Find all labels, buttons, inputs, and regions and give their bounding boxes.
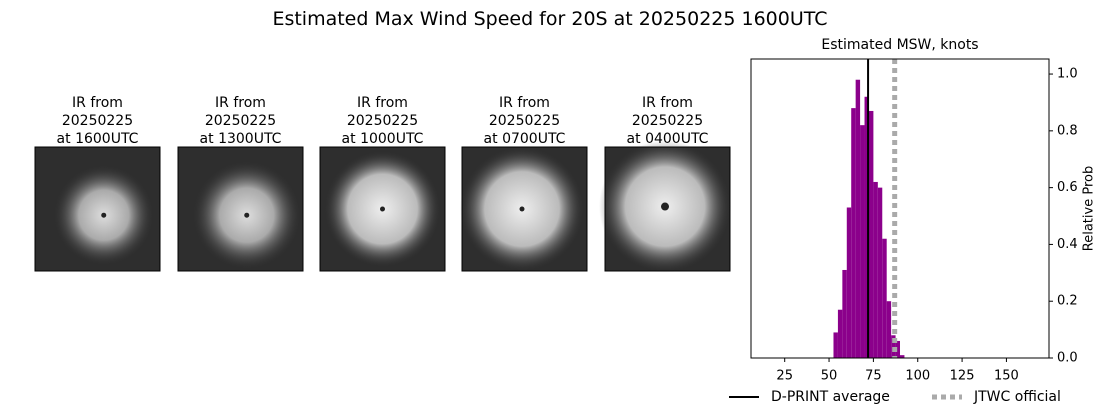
panel-title: IR from [215, 95, 266, 111]
chart-title: Estimated MSW, knots [821, 37, 978, 53]
ir-eye [519, 206, 525, 212]
ir-eye [244, 212, 250, 218]
bar [882, 238, 887, 358]
ir-eye [101, 212, 107, 218]
x-tick-label: 50 [821, 369, 838, 384]
bar [833, 332, 838, 358]
bar [837, 309, 843, 358]
bar [877, 187, 883, 358]
x-tick-label: 125 [950, 369, 975, 384]
y-tick-label: 0.4 [1057, 237, 1078, 252]
x-tick-label: 75 [865, 369, 882, 384]
panel-title: at 0700UTC [484, 131, 566, 147]
ir-image-frame [34, 146, 161, 272]
panel-title: at 1600UTC [57, 131, 139, 147]
x-tick-label: 25 [776, 369, 793, 384]
panel-title: IR from [357, 95, 408, 111]
panel-title: at 1300UTC [200, 131, 282, 147]
panel-title: 20250225 [347, 113, 418, 129]
bar [864, 96, 869, 358]
legend-label: JTWC official [973, 389, 1061, 405]
bar [868, 110, 874, 359]
panel-title: 20250225 [205, 113, 276, 129]
bar [851, 108, 856, 358]
panel-title: at 1000UTC [342, 131, 424, 147]
bar [895, 340, 900, 358]
bar [846, 207, 852, 358]
bar [891, 335, 896, 358]
panel-title: IR from [72, 95, 123, 111]
x-tick-label: 100 [905, 369, 930, 384]
figure-title: Estimated Max Wind Speed for 20S at 2025… [272, 8, 827, 30]
y-tick-label: 0.8 [1057, 123, 1078, 138]
x-tick-label: 150 [994, 369, 1019, 384]
y-axis-label: Relative Prob [1082, 166, 1097, 251]
panel-title: IR from [642, 95, 693, 111]
ir-image-frame [604, 146, 731, 272]
y-tick-label: 0.0 [1057, 351, 1078, 366]
panel-title: 20250225 [62, 113, 133, 129]
ir-image-frame [177, 146, 304, 272]
bar [842, 269, 847, 358]
y-tick-label: 0.6 [1057, 180, 1078, 195]
bar [886, 301, 892, 358]
ir-image-frame [461, 146, 588, 272]
panel-title: 20250225 [632, 113, 703, 129]
bar [900, 355, 905, 358]
legend-label: D-PRINT average [771, 389, 890, 405]
plot-frame [750, 58, 1050, 359]
ir-image-frame [319, 146, 446, 272]
bar [873, 181, 878, 358]
bar [860, 125, 865, 358]
panel-title: IR from [499, 95, 550, 111]
y-tick-label: 0.2 [1057, 294, 1078, 309]
ir-eye [661, 202, 669, 211]
panel-title: 20250225 [489, 113, 560, 129]
bar [855, 79, 861, 358]
y-tick-label: 1.0 [1057, 67, 1078, 82]
ir-eye [380, 206, 385, 212]
